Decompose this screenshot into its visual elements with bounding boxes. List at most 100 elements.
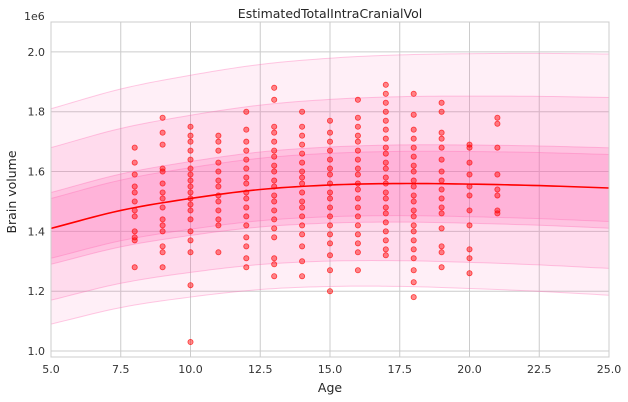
data-point-117 (326, 147, 333, 154)
data-point-13 (159, 129, 166, 136)
x-tick-label-7: 22.5 (527, 363, 552, 376)
data-point-100 (299, 150, 306, 157)
median-curve-group (50, 182, 610, 230)
data-point-170 (382, 237, 389, 244)
data-point-40 (187, 216, 194, 223)
data-point-118 (326, 156, 333, 163)
y-tick-label-2: 1.4 (28, 225, 46, 238)
data-point-107 (299, 204, 306, 211)
plot-border (50, 21, 610, 358)
data-point-206 (438, 210, 445, 217)
y-tick-label-0: 1.0 (28, 345, 46, 358)
data-point-45 (187, 339, 194, 346)
data-point-105 (299, 189, 306, 196)
data-point-91 (271, 225, 278, 232)
data-point-70 (243, 213, 250, 220)
data-point-210 (438, 264, 445, 271)
data-point-19 (159, 195, 166, 202)
data-point-199 (438, 144, 445, 151)
data-point-138 (354, 156, 361, 163)
data-point-162 (382, 174, 389, 181)
chart-title: EstimatedTotalIntraCranialVol (238, 6, 422, 21)
data-point-103 (299, 174, 306, 181)
data-point-218 (466, 222, 473, 229)
data-point-223 (494, 120, 501, 127)
x-tick-label-1: 7.5 (112, 363, 130, 376)
data-point-90 (271, 216, 278, 223)
data-point-65 (243, 174, 250, 181)
data-point-99 (299, 141, 306, 148)
data-point-33 (187, 171, 194, 178)
data-point-38 (187, 201, 194, 208)
data-point-173 (410, 90, 417, 97)
data-point-196 (438, 108, 445, 115)
data-point-1 (131, 159, 138, 166)
data-point-161 (382, 165, 389, 172)
data-point-225 (494, 171, 501, 178)
data-point-97 (299, 123, 306, 130)
data-point-21 (159, 216, 166, 223)
data-point-222 (494, 114, 501, 121)
x-tick-label-3: 12.5 (248, 363, 273, 376)
data-point-10 (131, 237, 138, 244)
data-point-88 (271, 198, 278, 205)
data-point-220 (466, 255, 473, 262)
data-point-75 (243, 264, 250, 271)
data-point-113 (299, 273, 306, 280)
data-point-229 (494, 210, 501, 217)
data-point-132 (354, 96, 361, 103)
data-point-2 (131, 171, 138, 178)
data-point-147 (354, 231, 361, 238)
data-point-208 (438, 243, 445, 250)
data-point-150 (354, 267, 361, 274)
data-point-134 (354, 123, 361, 130)
data-point-25 (159, 249, 166, 256)
data-point-49 (215, 159, 222, 166)
data-point-63 (243, 156, 250, 163)
x-tick-label-2: 10.0 (178, 363, 203, 376)
data-point-129 (326, 252, 333, 259)
data-point-148 (354, 240, 361, 247)
data-points (131, 81, 501, 346)
data-point-181 (410, 177, 417, 184)
data-point-153 (382, 99, 389, 106)
data-point-84 (271, 168, 278, 175)
data-point-76 (271, 84, 278, 91)
data-point-50 (215, 168, 222, 175)
data-point-127 (326, 231, 333, 238)
data-point-143 (354, 195, 361, 202)
data-point-211 (466, 141, 473, 148)
data-point-160 (382, 159, 389, 166)
data-point-73 (243, 243, 250, 250)
data-point-96 (299, 108, 306, 115)
data-point-201 (438, 168, 445, 175)
data-point-144 (354, 204, 361, 211)
data-point-87 (271, 192, 278, 199)
data-point-137 (354, 147, 361, 154)
data-point-204 (438, 195, 445, 202)
data-point-142 (354, 186, 361, 193)
data-point-42 (187, 237, 194, 244)
data-point-140 (354, 171, 361, 178)
data-point-56 (215, 216, 222, 223)
data-point-194 (410, 294, 417, 301)
data-point-202 (438, 177, 445, 184)
data-point-203 (438, 186, 445, 193)
data-point-29 (187, 138, 194, 145)
x-tick-label-8: 25.0 (597, 363, 622, 376)
data-point-167 (382, 210, 389, 217)
data-point-219 (466, 246, 473, 253)
data-point-188 (410, 228, 417, 235)
data-point-192 (410, 267, 417, 274)
data-point-126 (326, 222, 333, 229)
data-point-43 (187, 249, 194, 256)
data-point-12 (159, 114, 166, 121)
data-point-120 (326, 171, 333, 178)
data-point-59 (243, 108, 250, 115)
y-tick-label-3: 1.6 (28, 166, 46, 179)
data-point-155 (382, 117, 389, 124)
data-point-79 (271, 129, 278, 136)
data-point-175 (410, 126, 417, 133)
y-offset-label: 1e6 (24, 10, 45, 23)
data-point-82 (271, 153, 278, 160)
